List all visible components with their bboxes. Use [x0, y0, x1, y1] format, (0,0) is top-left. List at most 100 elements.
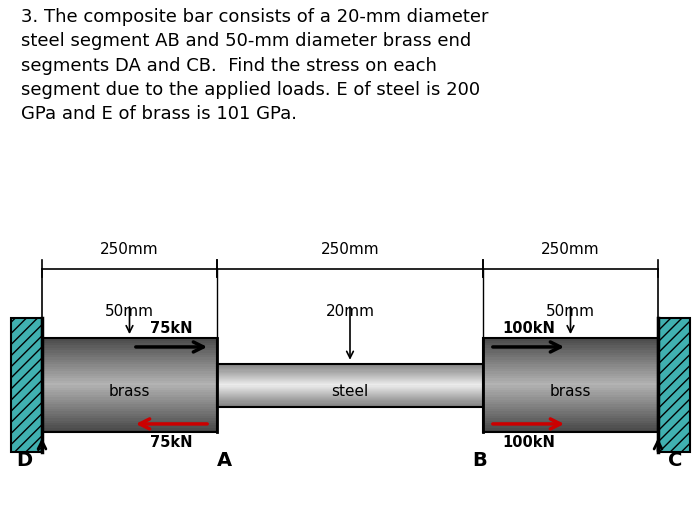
Bar [483, 413, 658, 416]
Bar [483, 423, 658, 426]
Bar [483, 400, 658, 402]
Bar [42, 395, 217, 397]
Bar [42, 369, 217, 371]
Bar [483, 388, 658, 390]
Bar [217, 383, 483, 384]
Bar [42, 379, 217, 381]
Bar [483, 343, 658, 345]
Bar [42, 357, 217, 360]
Text: steel: steel [331, 384, 369, 399]
Bar [217, 394, 483, 395]
Bar [217, 365, 483, 366]
Bar [217, 377, 483, 378]
Bar [42, 353, 217, 355]
Bar [483, 345, 658, 348]
Bar [483, 381, 658, 383]
Text: brass: brass [550, 384, 592, 399]
Bar [217, 366, 483, 367]
Bar [217, 400, 483, 401]
Bar [483, 428, 658, 430]
Bar [217, 375, 483, 376]
Bar [217, 364, 483, 365]
Bar [217, 388, 483, 389]
Bar [42, 421, 217, 423]
Bar [42, 376, 217, 379]
Bar [217, 367, 483, 369]
Bar [217, 378, 483, 379]
Bar [483, 407, 658, 409]
Bar [42, 413, 217, 416]
Bar [42, 430, 217, 432]
Bar [42, 385, 217, 388]
Bar [483, 409, 658, 411]
Bar [42, 392, 217, 395]
Text: 100kN: 100kN [502, 320, 555, 336]
Bar [42, 390, 217, 392]
Bar [483, 348, 658, 350]
Bar [42, 400, 217, 402]
Text: 50mm: 50mm [105, 304, 154, 319]
Bar [42, 343, 217, 345]
Bar [217, 389, 483, 390]
Bar [217, 370, 483, 371]
Bar [42, 428, 217, 430]
Bar [10, 318, 42, 452]
Bar [483, 392, 658, 395]
Bar [483, 364, 658, 366]
Bar [217, 391, 483, 392]
Bar [217, 373, 483, 374]
Bar [483, 341, 658, 343]
Bar [217, 379, 483, 380]
Text: 75kN: 75kN [150, 435, 193, 450]
Text: 250mm: 250mm [321, 242, 379, 257]
Bar [483, 371, 658, 374]
Text: brass: brass [108, 384, 150, 399]
Bar [42, 345, 217, 348]
Bar [217, 404, 483, 406]
Bar [483, 411, 658, 413]
Bar [42, 397, 217, 400]
Bar [217, 393, 483, 394]
Bar [42, 341, 217, 343]
Bar [483, 366, 658, 369]
Bar [217, 395, 483, 396]
Text: 100kN: 100kN [502, 435, 555, 450]
Bar [217, 369, 483, 370]
Bar [217, 374, 483, 375]
Bar [217, 384, 483, 385]
Bar [483, 397, 658, 400]
Bar [42, 404, 217, 407]
Bar [483, 369, 658, 371]
Bar [483, 385, 658, 388]
Text: 20mm: 20mm [326, 304, 374, 319]
Bar [217, 399, 483, 400]
Bar [217, 390, 483, 391]
Bar [217, 401, 483, 402]
Bar [217, 364, 483, 407]
Text: 250mm: 250mm [100, 242, 159, 257]
Bar [483, 390, 658, 392]
Bar [42, 360, 217, 362]
Bar [42, 426, 217, 428]
Bar [483, 338, 658, 341]
Bar [483, 404, 658, 407]
Bar [42, 383, 217, 385]
Bar [483, 421, 658, 423]
Text: 75kN: 75kN [150, 320, 193, 336]
Bar [42, 338, 217, 432]
Bar [217, 396, 483, 397]
Bar [483, 395, 658, 397]
Bar [42, 350, 217, 353]
Bar [483, 374, 658, 376]
Bar [483, 418, 658, 421]
Bar [42, 362, 217, 364]
Bar [217, 380, 483, 381]
Bar [42, 418, 217, 421]
Bar [42, 423, 217, 426]
Text: C: C [668, 451, 682, 470]
Bar [42, 409, 217, 411]
Text: 50mm: 50mm [546, 304, 595, 319]
Bar [42, 411, 217, 413]
Bar [483, 360, 658, 362]
Text: A: A [216, 451, 232, 470]
